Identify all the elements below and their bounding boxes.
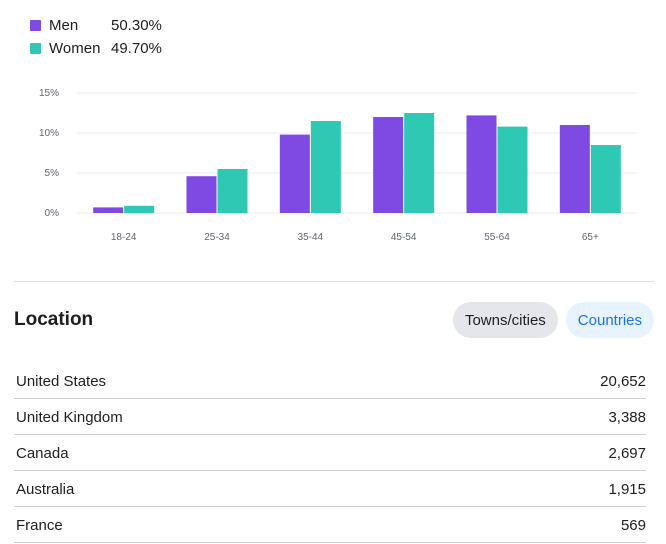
bar-women-25-34[interactable] bbox=[217, 169, 248, 213]
legend-label: Men bbox=[49, 17, 79, 34]
location-header: Location Towns/cities Countries bbox=[14, 302, 654, 338]
legend-item-women: Women 49.70% bbox=[30, 37, 162, 60]
location-count: 3,388 bbox=[608, 408, 646, 426]
bar-men-45-54[interactable] bbox=[373, 117, 404, 213]
section-divider bbox=[14, 281, 654, 282]
bar-women-35-44[interactable] bbox=[310, 121, 341, 213]
location-list: United States 20,652 United Kingdom 3,38… bbox=[14, 364, 646, 544]
x-tick-label: 35-44 bbox=[298, 232, 324, 243]
legend-swatch-men bbox=[30, 20, 41, 31]
list-item: United States 20,652 bbox=[14, 364, 646, 399]
list-item: Canada 2,697 bbox=[14, 436, 646, 471]
bar-men-65+[interactable] bbox=[559, 125, 590, 213]
bar-women-55-64[interactable] bbox=[497, 126, 528, 213]
x-tick-label: 25-34 bbox=[204, 232, 230, 243]
x-tick-label: 18-24 bbox=[111, 232, 137, 243]
location-count: 2,697 bbox=[608, 444, 646, 462]
legend-value: 50.30% bbox=[111, 17, 162, 34]
list-item: Australia 1,915 bbox=[14, 472, 646, 507]
location-name: United Kingdom bbox=[16, 408, 123, 426]
towns-cities-toggle[interactable]: Towns/cities bbox=[452, 302, 558, 338]
y-tick-label: 10% bbox=[39, 128, 59, 139]
legend-label: Women bbox=[49, 40, 101, 57]
bar-women-45-54[interactable] bbox=[404, 113, 435, 213]
x-tick-label: 45-54 bbox=[391, 232, 417, 243]
age-gender-bar-chart: 0% 5% 10% 15% 18-24 25-34 35-44 45-54 55-64 65+ bbox=[39, 88, 637, 243]
legend-item-men: Men 50.30% bbox=[30, 14, 162, 37]
location-count: 569 bbox=[620, 516, 646, 534]
location-name: United States bbox=[16, 372, 107, 390]
x-tick-label: 55-64 bbox=[484, 232, 510, 243]
bar-women-65+[interactable] bbox=[590, 145, 621, 213]
section-title: Location bbox=[14, 309, 94, 330]
y-tick-label: 0% bbox=[45, 208, 60, 219]
location-name: Canada bbox=[16, 444, 69, 462]
location-count: 20,652 bbox=[600, 372, 646, 390]
legend-value: 49.70% bbox=[111, 40, 162, 57]
location-name: Australia bbox=[16, 480, 75, 498]
x-tick-label: 65+ bbox=[582, 232, 599, 243]
bar-women-18-24[interactable] bbox=[124, 205, 155, 213]
list-item: France 569 bbox=[14, 508, 646, 543]
location-count: 1,915 bbox=[608, 480, 646, 498]
bar-men-18-24[interactable] bbox=[93, 207, 124, 213]
chart-legend: Men 50.30% Women 49.70% bbox=[30, 14, 162, 60]
legend-swatch-women bbox=[30, 43, 41, 54]
list-item: United Kingdom 3,388 bbox=[14, 400, 646, 435]
bar-men-25-34[interactable] bbox=[186, 176, 217, 213]
bar-men-35-44[interactable] bbox=[279, 134, 310, 213]
y-tick-label: 15% bbox=[39, 88, 59, 99]
bar-men-55-64[interactable] bbox=[466, 115, 497, 213]
y-tick-label: 5% bbox=[45, 168, 60, 179]
location-name: France bbox=[16, 516, 63, 534]
countries-toggle[interactable]: Countries bbox=[565, 302, 654, 338]
